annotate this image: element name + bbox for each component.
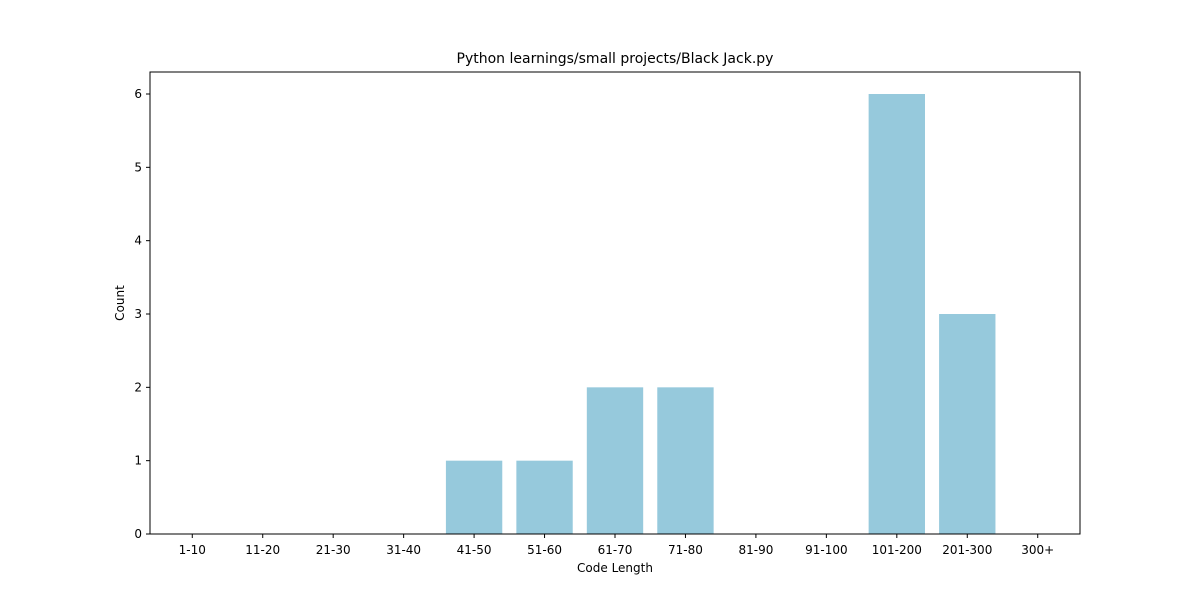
y-tick-label: 1	[134, 454, 142, 468]
y-axis: 0 1 2 3 4 5 6	[134, 87, 150, 541]
y-tick-label: 3	[134, 307, 142, 321]
chart-title: Python learnings/small projects/Black Ja…	[457, 51, 774, 67]
x-tick-label: 31-40	[386, 543, 421, 557]
y-tick-label: 5	[134, 160, 142, 174]
y-axis-label: Count	[113, 285, 127, 321]
bar-101-200	[868, 94, 925, 534]
x-tick-label: 201-300	[942, 543, 992, 557]
bar-61-70	[586, 387, 644, 534]
x-tick-label: 1-10	[179, 543, 206, 557]
x-tick-label: 101-200	[872, 543, 922, 557]
x-axis: 1-10 11-20 21-30 31-40 41-50 51-60 61-70 71-80 8…	[179, 534, 1054, 557]
x-tick-label: 300+	[1021, 543, 1054, 557]
x-tick-label: 11-20	[245, 543, 280, 557]
x-tick-label: 51-60	[527, 543, 562, 557]
x-tick-label: 21-30	[316, 543, 351, 557]
y-tick-label: 4	[134, 234, 142, 248]
y-tick-label: 0	[134, 527, 142, 541]
bar-201-300	[939, 314, 996, 534]
bar-41-50	[445, 460, 503, 534]
bar-71-80	[657, 387, 714, 534]
x-axis-label: Code Length	[577, 561, 653, 575]
x-tick-label: 71-80	[668, 543, 703, 557]
bars-group	[445, 94, 996, 534]
x-tick-label: 81-90	[738, 543, 773, 557]
x-tick-label: 91-100	[805, 543, 848, 557]
y-tick-label: 6	[134, 87, 142, 101]
bar-51-60	[516, 460, 573, 534]
y-tick-label: 2	[134, 380, 142, 394]
x-tick-label: 41-50	[457, 543, 492, 557]
x-tick-label: 61-70	[598, 543, 633, 557]
